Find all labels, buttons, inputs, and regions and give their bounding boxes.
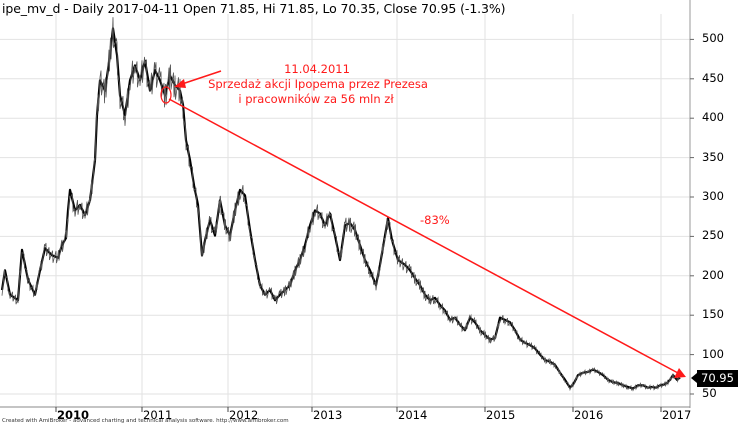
x-tick-label: 2010: [57, 408, 90, 422]
chart-title: ipe_mv_d - Daily 2017-04-11 Open 71.85, …: [2, 1, 506, 16]
callout-arrowhead: [174, 79, 186, 88]
x-tick-label: 2017: [662, 408, 692, 422]
x-tick-label: 2012: [229, 408, 259, 422]
x-tick-label: 2014: [398, 408, 428, 422]
price-series-range: [1, 17, 680, 392]
annotation-line1: Sprzedaż akcji Ipopema przez Prezesa: [208, 77, 428, 91]
y-tick-label: 250: [702, 228, 724, 243]
y-tick-label: 50: [702, 386, 717, 400]
y-tick-label: 500: [702, 31, 724, 46]
y-tick-label: 450: [702, 70, 724, 85]
annotation-line2: i pracowników za 56 mln zł: [238, 92, 394, 106]
last-price-badge: 70.95: [691, 370, 738, 387]
annotation-date: 11.04.2011: [284, 62, 350, 76]
y-tick-label: 200: [702, 267, 724, 282]
callout-arrow-line: [181, 70, 222, 85]
annotation-change-percent: -83%: [420, 213, 450, 227]
y-tick-label: 150: [702, 307, 724, 322]
x-tick-label: 2016: [574, 408, 604, 422]
trend-arrowhead: [674, 368, 686, 378]
y-tick-label: 350: [702, 149, 724, 164]
y-tick-label: 400: [702, 110, 724, 125]
y-tick-label: 100: [702, 346, 724, 361]
trend-arrow-line: [168, 98, 679, 374]
chart-grid: [0, 14, 690, 407]
x-tick-label: 2015: [486, 408, 516, 422]
x-tick-label: 2013: [313, 408, 343, 422]
x-tick-label: 2011: [143, 408, 173, 422]
footer-credit: Created with AmiBroker - advanced charti…: [2, 418, 289, 424]
highlight-ellipse: [160, 86, 172, 104]
x-axis-tick-marks: [55, 407, 662, 412]
y-tick-label: 300: [702, 189, 724, 203]
y-axis-tick-marks: [690, 38, 694, 395]
